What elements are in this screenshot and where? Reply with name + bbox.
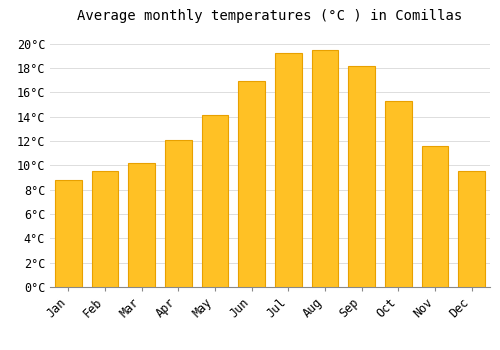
Bar — [275, 54, 301, 287]
Bar — [312, 50, 338, 287]
Bar — [385, 101, 411, 287]
Bar — [238, 82, 265, 287]
Bar — [348, 65, 375, 287]
Bar — [202, 116, 228, 287]
Bar — [92, 172, 118, 287]
Bar — [165, 140, 192, 287]
Bar — [55, 180, 82, 287]
Title: Average monthly temperatures (°C ) in Comillas: Average monthly temperatures (°C ) in Co… — [78, 9, 462, 23]
Bar — [458, 172, 485, 287]
Bar — [128, 163, 155, 287]
Bar — [422, 146, 448, 287]
